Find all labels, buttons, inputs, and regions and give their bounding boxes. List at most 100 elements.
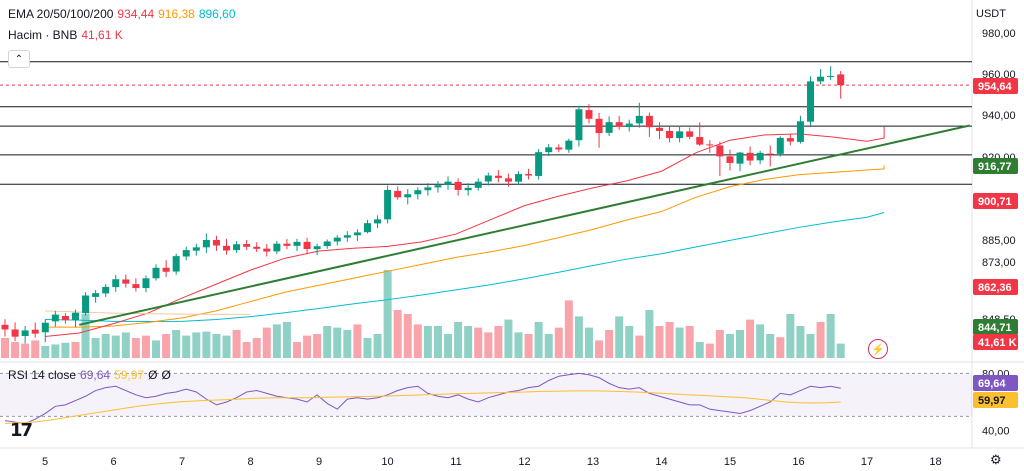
volume-bar — [141, 335, 150, 358]
candle-body — [434, 185, 442, 188]
rsi-label-box — [973, 375, 1018, 391]
trendline — [79, 124, 970, 326]
volume-bar — [282, 322, 291, 358]
volume-bar — [333, 327, 342, 358]
price-label: 862,36 — [978, 282, 1012, 294]
price-label-box — [973, 279, 1018, 295]
candle-body — [706, 144, 714, 146]
volume-bar — [826, 314, 835, 358]
candle-body — [716, 145, 724, 157]
candle-body — [555, 147, 563, 150]
rsi-legend[interactable]: RSI 14 close 69,64 59,97 Ø Ø — [8, 368, 171, 382]
volume-bar — [353, 324, 362, 358]
volume-bar — [383, 270, 392, 358]
volume-bar — [675, 327, 684, 358]
volume-bar — [232, 330, 241, 358]
candle-body — [323, 241, 331, 247]
candle-body — [132, 284, 140, 289]
bolt-icon[interactable]: ⚡ — [868, 339, 888, 359]
volume-bar — [41, 346, 50, 358]
candle-body — [223, 245, 231, 251]
candle-body — [615, 122, 623, 127]
volume-bar — [172, 330, 181, 358]
candle-body — [625, 123, 633, 127]
volume-bar — [71, 342, 80, 358]
candle-body — [313, 246, 321, 250]
candle-body — [172, 256, 180, 272]
volume-bar — [192, 332, 201, 358]
rsi-label: 69,64 — [978, 378, 1006, 390]
tradingview-logo: 17 — [10, 420, 33, 441]
collapse-legend-button[interactable]: ⌃ — [8, 50, 30, 68]
volume-bar — [715, 330, 724, 358]
y-tick-label: 940,00 — [982, 110, 1016, 122]
candle-body — [494, 175, 502, 178]
volume-bar — [212, 334, 221, 358]
candle-body — [535, 152, 543, 176]
volume-bar — [836, 343, 845, 358]
volume-bar — [574, 316, 583, 358]
volume-bar — [564, 300, 573, 358]
candle-body — [71, 312, 79, 321]
volume-bar — [464, 326, 473, 358]
volume-bar — [816, 322, 825, 358]
candle-body — [736, 152, 744, 164]
price-label-box — [973, 319, 1018, 335]
rsi-label: RSI 14 close — [8, 368, 77, 382]
candle-body — [585, 110, 593, 119]
candle-body — [746, 152, 754, 161]
x-tick-label: 18 — [929, 456, 941, 468]
rsi-ma-line — [4, 390, 841, 424]
volume-bar — [323, 326, 332, 358]
candle-body — [635, 115, 643, 124]
x-tick-label: 11 — [450, 456, 461, 468]
x-tick-label: 8 — [247, 456, 253, 468]
volume-bar — [21, 343, 30, 358]
rsi-value: 69,64 — [80, 368, 111, 382]
candle-body — [726, 156, 734, 163]
gear-icon[interactable]: ⚙ — [990, 452, 1002, 467]
volume-bar — [403, 314, 412, 358]
volume-bar — [796, 326, 805, 358]
rsi-line — [4, 372, 841, 425]
ema-legend[interactable]: EMA 20/50/100/200 934,44 916,38 896,60 — [8, 7, 236, 21]
chevron-up-icon: ⌃ — [14, 53, 24, 65]
volume-bar — [474, 327, 483, 358]
price-label: 41,61 K — [978, 337, 1017, 349]
candle-body — [756, 152, 764, 161]
volume-bar — [534, 322, 543, 358]
price-label-box — [973, 334, 1018, 350]
rsi-extra-1: Ø — [148, 368, 158, 382]
candle-body — [353, 232, 361, 236]
candle-body — [283, 243, 291, 246]
candle-body — [525, 174, 533, 176]
volume-bar — [695, 342, 704, 358]
volume-bar — [665, 322, 674, 358]
volume-value: 41,61 K — [81, 28, 123, 42]
y-tick-label: 873,00 — [982, 257, 1016, 269]
candle-body — [404, 194, 412, 198]
candle-body — [676, 131, 684, 139]
volume-bar — [584, 327, 593, 358]
candle-body — [384, 189, 392, 220]
candle-body — [82, 295, 90, 314]
volume-bar — [51, 344, 60, 358]
volume-bar — [182, 335, 191, 358]
volume-bar — [786, 314, 795, 358]
volume-bar — [725, 334, 734, 358]
candle-body — [696, 137, 704, 145]
candle-body — [595, 118, 603, 134]
candle-body — [645, 115, 653, 128]
ema20-value: 934,44 — [117, 7, 155, 21]
volume-legend[interactable]: Hacim · BNB 41,61 K — [8, 28, 123, 42]
candle-body — [806, 81, 814, 122]
x-tick-label: 10 — [381, 456, 393, 468]
volume-bar — [363, 338, 372, 358]
candle-body — [333, 237, 341, 242]
volume-bar — [645, 310, 654, 358]
volume-bar — [101, 334, 110, 358]
volume-bar — [756, 324, 765, 358]
currency-selector[interactable]: USDT — [976, 8, 1006, 20]
ema50-line — [45, 165, 885, 328]
